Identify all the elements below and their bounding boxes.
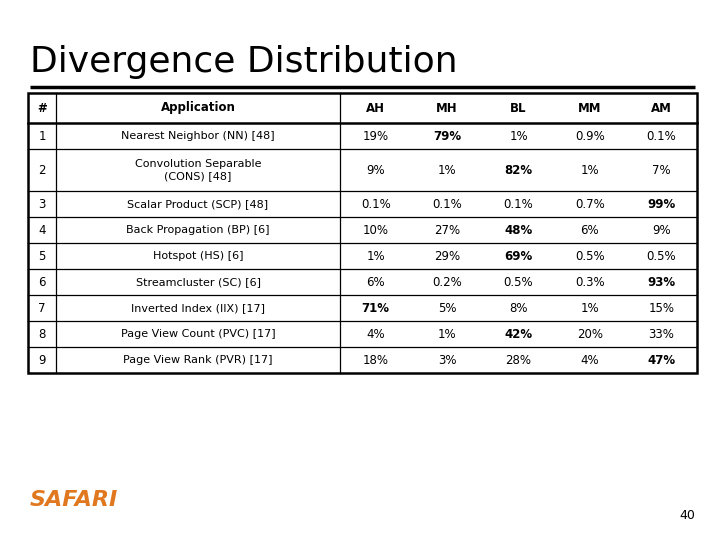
Text: 40: 40 <box>679 509 695 522</box>
Text: 1%: 1% <box>438 327 456 341</box>
Text: AM: AM <box>651 102 672 114</box>
Text: 9%: 9% <box>366 164 385 177</box>
Text: BL: BL <box>510 102 527 114</box>
Text: 33%: 33% <box>649 327 674 341</box>
Text: 7: 7 <box>38 301 46 314</box>
Text: 0.1%: 0.1% <box>647 130 676 143</box>
Text: 5%: 5% <box>438 301 456 314</box>
Text: Hotspot (HS) [6]: Hotspot (HS) [6] <box>153 251 243 261</box>
Text: 1%: 1% <box>438 164 456 177</box>
Text: Convolution Separable
(CONS) [48]: Convolution Separable (CONS) [48] <box>135 159 261 181</box>
Text: Inverted Index (IIX) [17]: Inverted Index (IIX) [17] <box>131 303 265 313</box>
Text: 1: 1 <box>38 130 46 143</box>
Text: AH: AH <box>366 102 385 114</box>
Text: 0.1%: 0.1% <box>432 198 462 211</box>
Text: 20%: 20% <box>577 327 603 341</box>
Text: 1%: 1% <box>366 249 385 262</box>
Text: Back Propagation (BP) [6]: Back Propagation (BP) [6] <box>126 225 270 235</box>
Text: 71%: 71% <box>361 301 390 314</box>
Text: 8%: 8% <box>509 301 528 314</box>
Text: 0.5%: 0.5% <box>504 275 534 288</box>
Text: 6: 6 <box>38 275 46 288</box>
Text: 6%: 6% <box>580 224 599 237</box>
Text: MH: MH <box>436 102 458 114</box>
Text: Scalar Product (SCP) [48]: Scalar Product (SCP) [48] <box>127 199 269 209</box>
Text: Divergence Distribution: Divergence Distribution <box>30 45 458 79</box>
Text: 47%: 47% <box>647 354 675 367</box>
Text: 19%: 19% <box>363 130 389 143</box>
Text: 9: 9 <box>38 354 46 367</box>
Text: 0.5%: 0.5% <box>575 249 605 262</box>
Text: 0.3%: 0.3% <box>575 275 605 288</box>
Text: 4%: 4% <box>366 327 385 341</box>
Text: 99%: 99% <box>647 198 675 211</box>
Text: 82%: 82% <box>505 164 533 177</box>
Text: Page View Rank (PVR) [17]: Page View Rank (PVR) [17] <box>123 355 273 365</box>
Text: 1%: 1% <box>580 301 599 314</box>
Text: 9%: 9% <box>652 224 670 237</box>
Text: 79%: 79% <box>433 130 462 143</box>
Text: 8: 8 <box>38 327 45 341</box>
Text: 5: 5 <box>38 249 45 262</box>
Text: 1%: 1% <box>580 164 599 177</box>
Text: 3%: 3% <box>438 354 456 367</box>
Text: Nearest Neighbor (NN) [48]: Nearest Neighbor (NN) [48] <box>121 131 275 141</box>
Text: 18%: 18% <box>363 354 389 367</box>
Text: 2: 2 <box>38 164 46 177</box>
Text: Page View Count (PVC) [17]: Page View Count (PVC) [17] <box>121 329 275 339</box>
Text: 48%: 48% <box>505 224 533 237</box>
Text: 0.1%: 0.1% <box>361 198 390 211</box>
Text: 93%: 93% <box>647 275 675 288</box>
Text: 15%: 15% <box>648 301 675 314</box>
Text: 29%: 29% <box>434 249 460 262</box>
Text: Streamcluster (SC) [6]: Streamcluster (SC) [6] <box>135 277 261 287</box>
Text: 1%: 1% <box>509 130 528 143</box>
Text: 0.1%: 0.1% <box>503 198 534 211</box>
Bar <box>28 93 697 373</box>
Text: MM: MM <box>578 102 602 114</box>
Text: SAFARI: SAFARI <box>30 490 118 510</box>
Text: 27%: 27% <box>434 224 460 237</box>
Text: 0.2%: 0.2% <box>432 275 462 288</box>
Text: 7%: 7% <box>652 164 670 177</box>
Text: 10%: 10% <box>363 224 389 237</box>
Text: 69%: 69% <box>505 249 533 262</box>
Text: 4: 4 <box>38 224 46 237</box>
Text: 0.5%: 0.5% <box>647 249 676 262</box>
Text: 3: 3 <box>38 198 45 211</box>
Text: 0.9%: 0.9% <box>575 130 605 143</box>
Text: 0.7%: 0.7% <box>575 198 605 211</box>
Text: 42%: 42% <box>505 327 533 341</box>
Text: Application: Application <box>161 102 235 114</box>
Text: 6%: 6% <box>366 275 385 288</box>
Text: 4%: 4% <box>580 354 599 367</box>
Text: 28%: 28% <box>505 354 531 367</box>
Text: #: # <box>37 102 47 114</box>
